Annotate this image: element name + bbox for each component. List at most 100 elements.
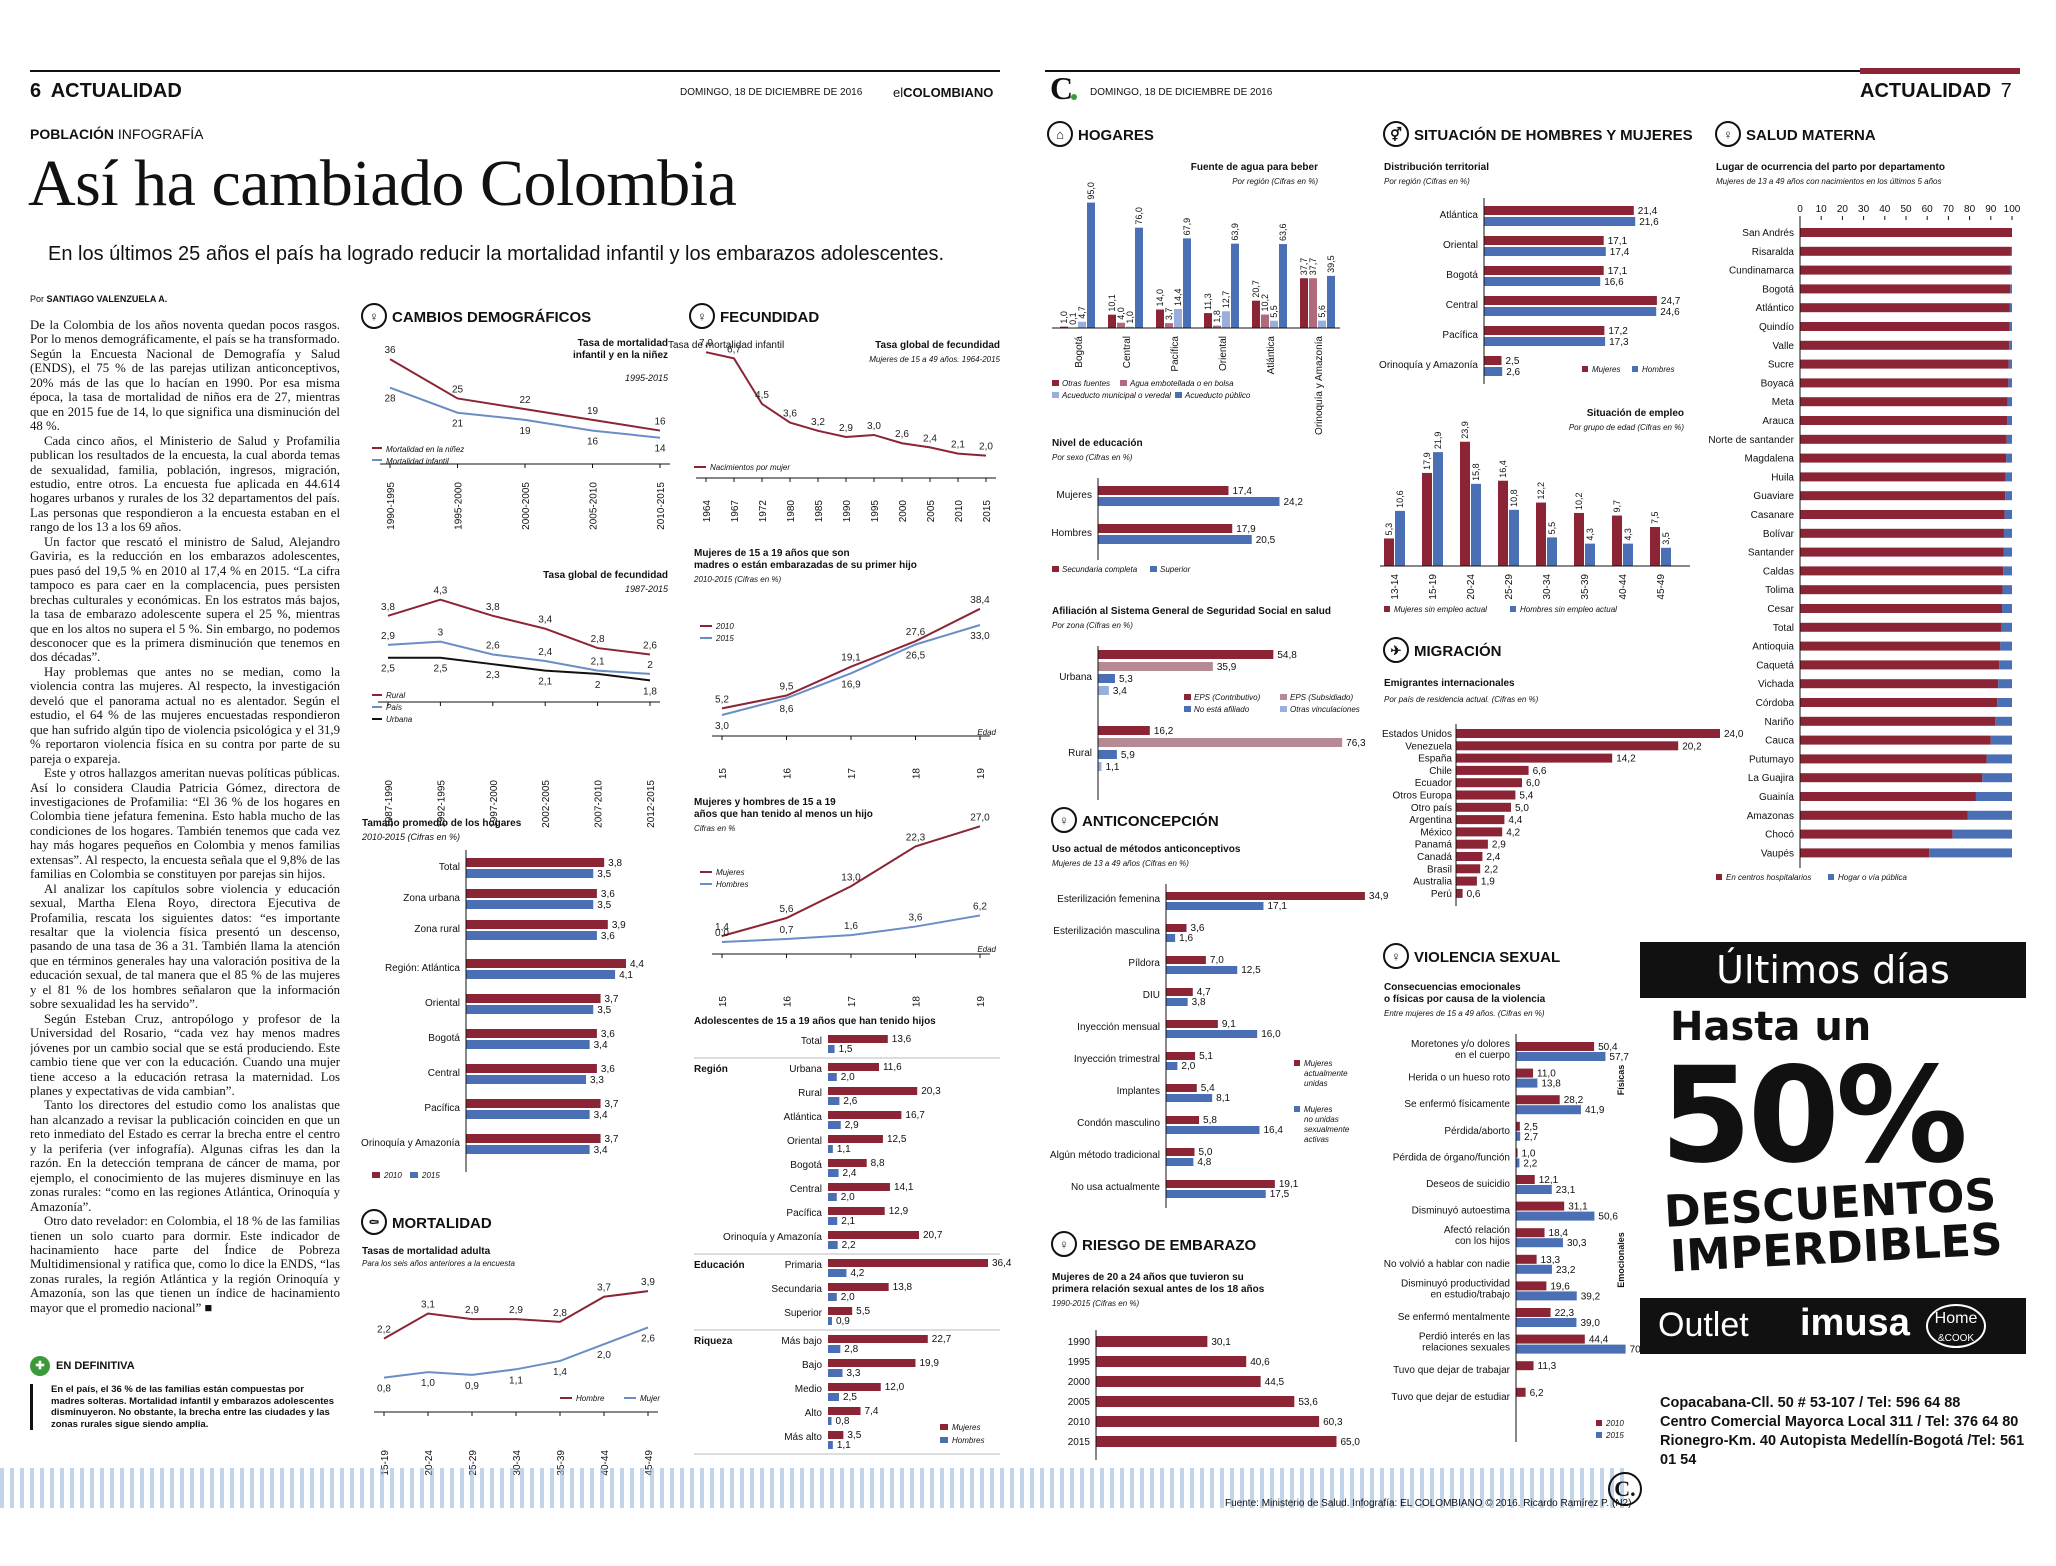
afil-val: 76,3 <box>1346 738 1366 749</box>
agua-val: 20,7 <box>1251 280 1261 298</box>
legend-label: sexualmente <box>1304 1125 1350 1134</box>
headline: Así ha cambiado Colombia <box>28 147 737 220</box>
migracion-row-label: Canadá <box>1417 852 1452 863</box>
hogares-val: 3,5 <box>597 869 611 880</box>
mortal-tick-label: 35-39 <box>556 1450 567 1476</box>
legend-label: 2010 <box>383 1171 402 1180</box>
violencia-val: 2,7 <box>1524 1132 1538 1143</box>
empleo-val: 5,3 <box>1384 523 1394 536</box>
ado-bar-mujeres <box>828 1283 889 1291</box>
edu-val: 20,5 <box>1256 535 1276 546</box>
fec-tick-label: 1992-1995 <box>436 780 447 828</box>
legend-label: Nacimientos por mujer <box>710 463 790 472</box>
legend-swatch <box>1052 380 1059 386</box>
urbana-line <box>388 656 651 682</box>
territorial-row-label: Atlántica <box>1440 210 1479 221</box>
hogares-val: 3,7 <box>605 1134 619 1145</box>
ado-row-label: Más bajo <box>781 1336 822 1347</box>
hogares-bar-2015 <box>466 869 594 878</box>
agua-bar <box>1261 314 1269 328</box>
ado-val: 2,5 <box>843 1392 857 1403</box>
anticon-row-label: Esterilización masculina <box>1053 926 1160 937</box>
violencia-val: 28,2 <box>1564 1095 1584 1106</box>
legend-swatch <box>1828 874 1834 880</box>
legend-label: 2010 <box>715 622 734 631</box>
anticon-bar-unidas <box>1166 924 1187 932</box>
hogares-bar-2010 <box>466 1029 597 1038</box>
ado-bar-hombres <box>828 1393 839 1401</box>
edu-bar <box>1098 524 1233 533</box>
legend-label: Mujeres <box>1304 1105 1332 1114</box>
ado-val: 2,0 <box>841 1072 855 1083</box>
ninez-line <box>389 358 661 432</box>
pais-value-label: 2,9 <box>381 631 395 642</box>
salud-tick-label: 90 <box>1985 204 1997 215</box>
agua-val: 63,9 <box>1230 223 1240 241</box>
anticon-val: 8,1 <box>1216 1093 1230 1104</box>
salud-row-label: Atlántico <box>1756 303 1795 314</box>
afil-bar <box>1098 650 1274 659</box>
anticon-bar-unidas <box>1166 956 1206 964</box>
agua-val: 5,6 <box>1317 305 1327 318</box>
legend-swatch <box>1510 606 1516 612</box>
anticon-row-label: Inyección trimestral <box>1074 1054 1160 1065</box>
fecundidad-heading-icon-glyph: ♀ <box>697 309 707 324</box>
tgf-tick-label: 2015 <box>982 500 993 523</box>
empleo-bar-m <box>1384 538 1394 566</box>
ado-val: 13,8 <box>893 1282 913 1293</box>
salud-heading-icon-glyph: ♀ <box>1723 127 1733 142</box>
ado-val: 2,0 <box>841 1192 855 1203</box>
migracion-row-label: Brasil <box>1427 864 1452 875</box>
legend-label: unidas <box>1304 1079 1328 1088</box>
hogares-val: 3,5 <box>597 1005 611 1016</box>
afil-sub: Por zona (Cifras en %) <box>1052 621 1133 630</box>
migracion-bar <box>1456 852 1483 861</box>
anticon-bar-no-unidas <box>1166 1030 1258 1038</box>
hijo-tick-label: 17 <box>847 996 858 1008</box>
tgf-tick-label: 1972 <box>758 500 769 523</box>
anticon-val: 3,6 <box>1191 923 1205 934</box>
migracion-bar <box>1456 753 1613 763</box>
footer-people-strip <box>0 1468 1630 1508</box>
mortalidad-heading: MORTALIDAD <box>392 1215 492 1232</box>
empleo-val: 3,5 <box>1661 532 1671 545</box>
salud-bar-hospital <box>1800 453 2007 463</box>
nacimientos-value-label: 2,6 <box>895 429 909 440</box>
riesgo-bar <box>1096 1376 1261 1387</box>
byline: Por SANTIAGO VALENZUELA A. <box>30 294 167 304</box>
legend-label: Mujeres <box>1304 1059 1332 1068</box>
mujer-value-label: 0,8 <box>377 1384 391 1395</box>
anticon-row-label: Inyección mensual <box>1077 1022 1160 1033</box>
empleo-bar-m <box>1460 441 1470 566</box>
legend-swatch <box>1294 1106 1300 1112</box>
salud-bar-hospital <box>1800 397 2008 407</box>
ado-bar-hombres <box>828 1317 832 1325</box>
salud-row-label: Huila <box>1771 472 1794 483</box>
advertisement[interactable]: Últimos días Hasta un 50% DESCUENTOS IMP… <box>1640 942 2026 1468</box>
salud-bar-hogar <box>2007 416 2012 425</box>
mujer-value-label: 2,0 <box>597 1350 611 1361</box>
ado-bar-hombres <box>828 1073 837 1081</box>
territorial-val: 24,7 <box>1661 296 1681 307</box>
anticon-val: 16,0 <box>1261 1029 1281 1040</box>
ado-val: 2,0 <box>841 1292 855 1303</box>
salud-title: Lugar de ocurrencia del parto por depart… <box>1716 162 1945 173</box>
violencia-val: 44,4 <box>1589 1335 1609 1346</box>
agua-region-label: Central <box>1122 336 1133 368</box>
salud-tick-label: 40 <box>1879 204 1891 215</box>
agua-region-label: Atlántica <box>1266 336 1277 375</box>
ado-val: 19,9 <box>919 1358 939 1369</box>
migracion-row-label: Venezuela <box>1405 741 1452 752</box>
agua-bar <box>1135 227 1143 328</box>
urbana-value-label: 2,5 <box>381 664 395 675</box>
territorial-val: 17,4 <box>1610 247 1630 258</box>
anticon-val: 9,1 <box>1222 1019 1236 1030</box>
legend-swatch <box>410 1172 418 1178</box>
legend-label: 2015 <box>715 634 734 643</box>
ninez-value-label: 16 <box>654 417 666 428</box>
hombre-value-label: 2,9 <box>465 1305 479 1316</box>
ado-val: 14,1 <box>894 1182 914 1193</box>
territorial-val: 17,3 <box>1609 337 1629 348</box>
muj-value-label: 13,0 <box>841 872 861 883</box>
